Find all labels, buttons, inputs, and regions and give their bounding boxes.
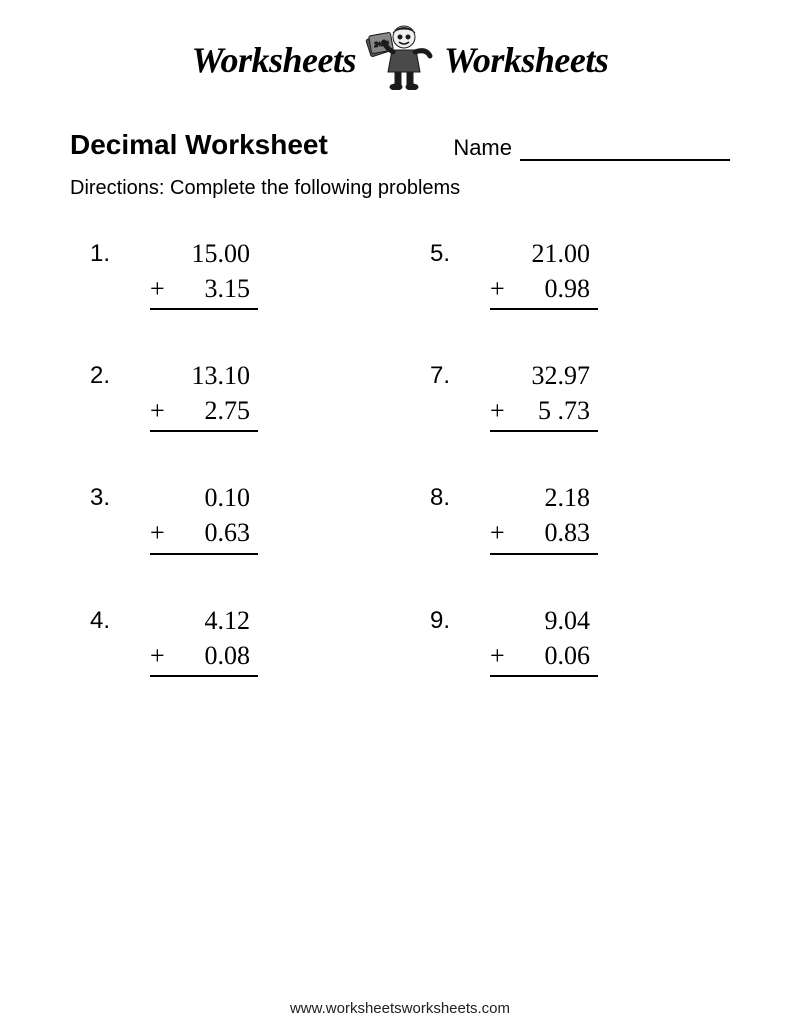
- operator: +: [490, 638, 512, 673]
- operand-top: 21.00: [512, 236, 590, 271]
- problem-1: 1. 15.00 +3.15: [90, 236, 370, 310]
- operand-top: 4.12: [172, 603, 250, 638]
- mascot-icon: 2+1=: [362, 20, 438, 99]
- problem-9: 9. 9.04 +0.06: [430, 603, 710, 677]
- name-label: Name: [453, 135, 512, 161]
- problem-number: 3.: [90, 480, 128, 512]
- operator: +: [490, 393, 512, 428]
- problem-3: 3. 0.10 +0.63: [90, 480, 370, 554]
- operator: +: [490, 515, 512, 550]
- operator: +: [150, 271, 172, 306]
- problem-number: 1.: [90, 236, 128, 268]
- operand-bottom: 0.83: [512, 515, 590, 550]
- operand-bottom: 0.63: [172, 515, 250, 550]
- operand-bottom: 0.06: [512, 638, 590, 673]
- problem-number: 8.: [430, 480, 468, 512]
- operator: +: [150, 393, 172, 428]
- problem-4: 4. 4.12 +0.08: [90, 603, 370, 677]
- operand-top: 32.97: [512, 358, 590, 393]
- problem-2: 2. 13.10 +2.75: [90, 358, 370, 432]
- operator: +: [490, 271, 512, 306]
- logo-word-left: Worksheets: [192, 39, 356, 81]
- problem-number: 2.: [90, 358, 128, 390]
- logo-word-right: Worksheets: [444, 39, 608, 81]
- problem-8: 8. 2.18 +0.83: [430, 480, 710, 554]
- operand-bottom: 3.15: [172, 271, 250, 306]
- operand-top: 2.18: [512, 480, 590, 515]
- problem-number: 5.: [430, 236, 468, 268]
- operator: +: [150, 515, 172, 550]
- problems-grid: 1. 15.00 +3.15 5. 21.00 +0.98 2. 13.10 +…: [0, 218, 800, 677]
- operator: +: [150, 638, 172, 673]
- name-field: Name: [453, 135, 730, 161]
- directions-text: Directions: Complete the following probl…: [0, 169, 800, 218]
- footer-url: www.worksheetsworksheets.com: [0, 1000, 800, 1017]
- problem-5: 5. 21.00 +0.98: [430, 236, 710, 310]
- operand-bottom: 0.08: [172, 638, 250, 673]
- operand-top: 13.10: [172, 358, 250, 393]
- operand-bottom: 2.75: [172, 393, 250, 428]
- operand-bottom: 5 .73: [512, 393, 590, 428]
- name-blank-line[interactable]: [520, 159, 730, 161]
- problem-number: 4.: [90, 603, 128, 635]
- operand-bottom: 0.98: [512, 271, 590, 306]
- header-row: Decimal Worksheet Name: [0, 109, 800, 169]
- problem-7: 7. 32.97 +5 .73: [430, 358, 710, 432]
- operand-top: 9.04: [512, 603, 590, 638]
- problem-number: 9.: [430, 603, 468, 635]
- logo-banner: Worksheets 2+1=: [0, 0, 800, 109]
- problem-number: 7.: [430, 358, 468, 390]
- operand-top: 15.00: [172, 236, 250, 271]
- operand-top: 0.10: [172, 480, 250, 515]
- worksheet-title: Decimal Worksheet: [70, 129, 328, 161]
